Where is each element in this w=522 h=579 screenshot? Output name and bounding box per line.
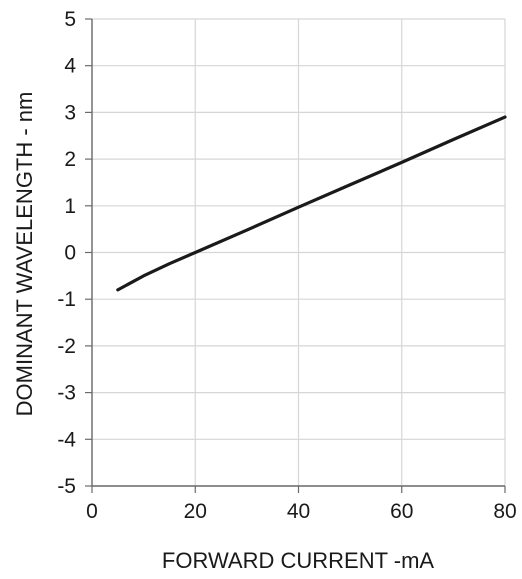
y-tick-label: -2 [57, 335, 76, 358]
y-tick-label: 0 [64, 242, 76, 265]
y-tick-label: 5 [64, 8, 76, 31]
y-tick-label: -4 [57, 428, 76, 451]
tick-labels: 5 4 3 2 1 0 -1 -2 -3 -4 -5 0 20 40 60 80 [57, 8, 516, 523]
y-tick-label: -1 [57, 288, 76, 311]
series [116, 115, 507, 292]
y-tick-label: -3 [57, 382, 76, 405]
y-tick-label: 4 [64, 55, 76, 78]
x-tick-label: 60 [390, 500, 413, 523]
y-tick-label: 3 [64, 101, 76, 124]
x-tick-label: 40 [287, 500, 310, 523]
series-line [116, 115, 507, 292]
x-tick-label: 0 [86, 500, 98, 523]
y-tick-label: -5 [57, 475, 76, 498]
x-tick-label: 20 [184, 500, 207, 523]
grid [91, 18, 506, 487]
axes [85, 18, 506, 493]
y-tick-label: 2 [64, 148, 76, 171]
x-tick-label: 80 [493, 500, 516, 523]
y-axis-title: DOMINANT WAVELENGTH - nm [12, 92, 37, 417]
y-tick-label: 1 [64, 195, 76, 218]
x-axis-title: FORWARD CURRENT -mA [162, 548, 434, 573]
